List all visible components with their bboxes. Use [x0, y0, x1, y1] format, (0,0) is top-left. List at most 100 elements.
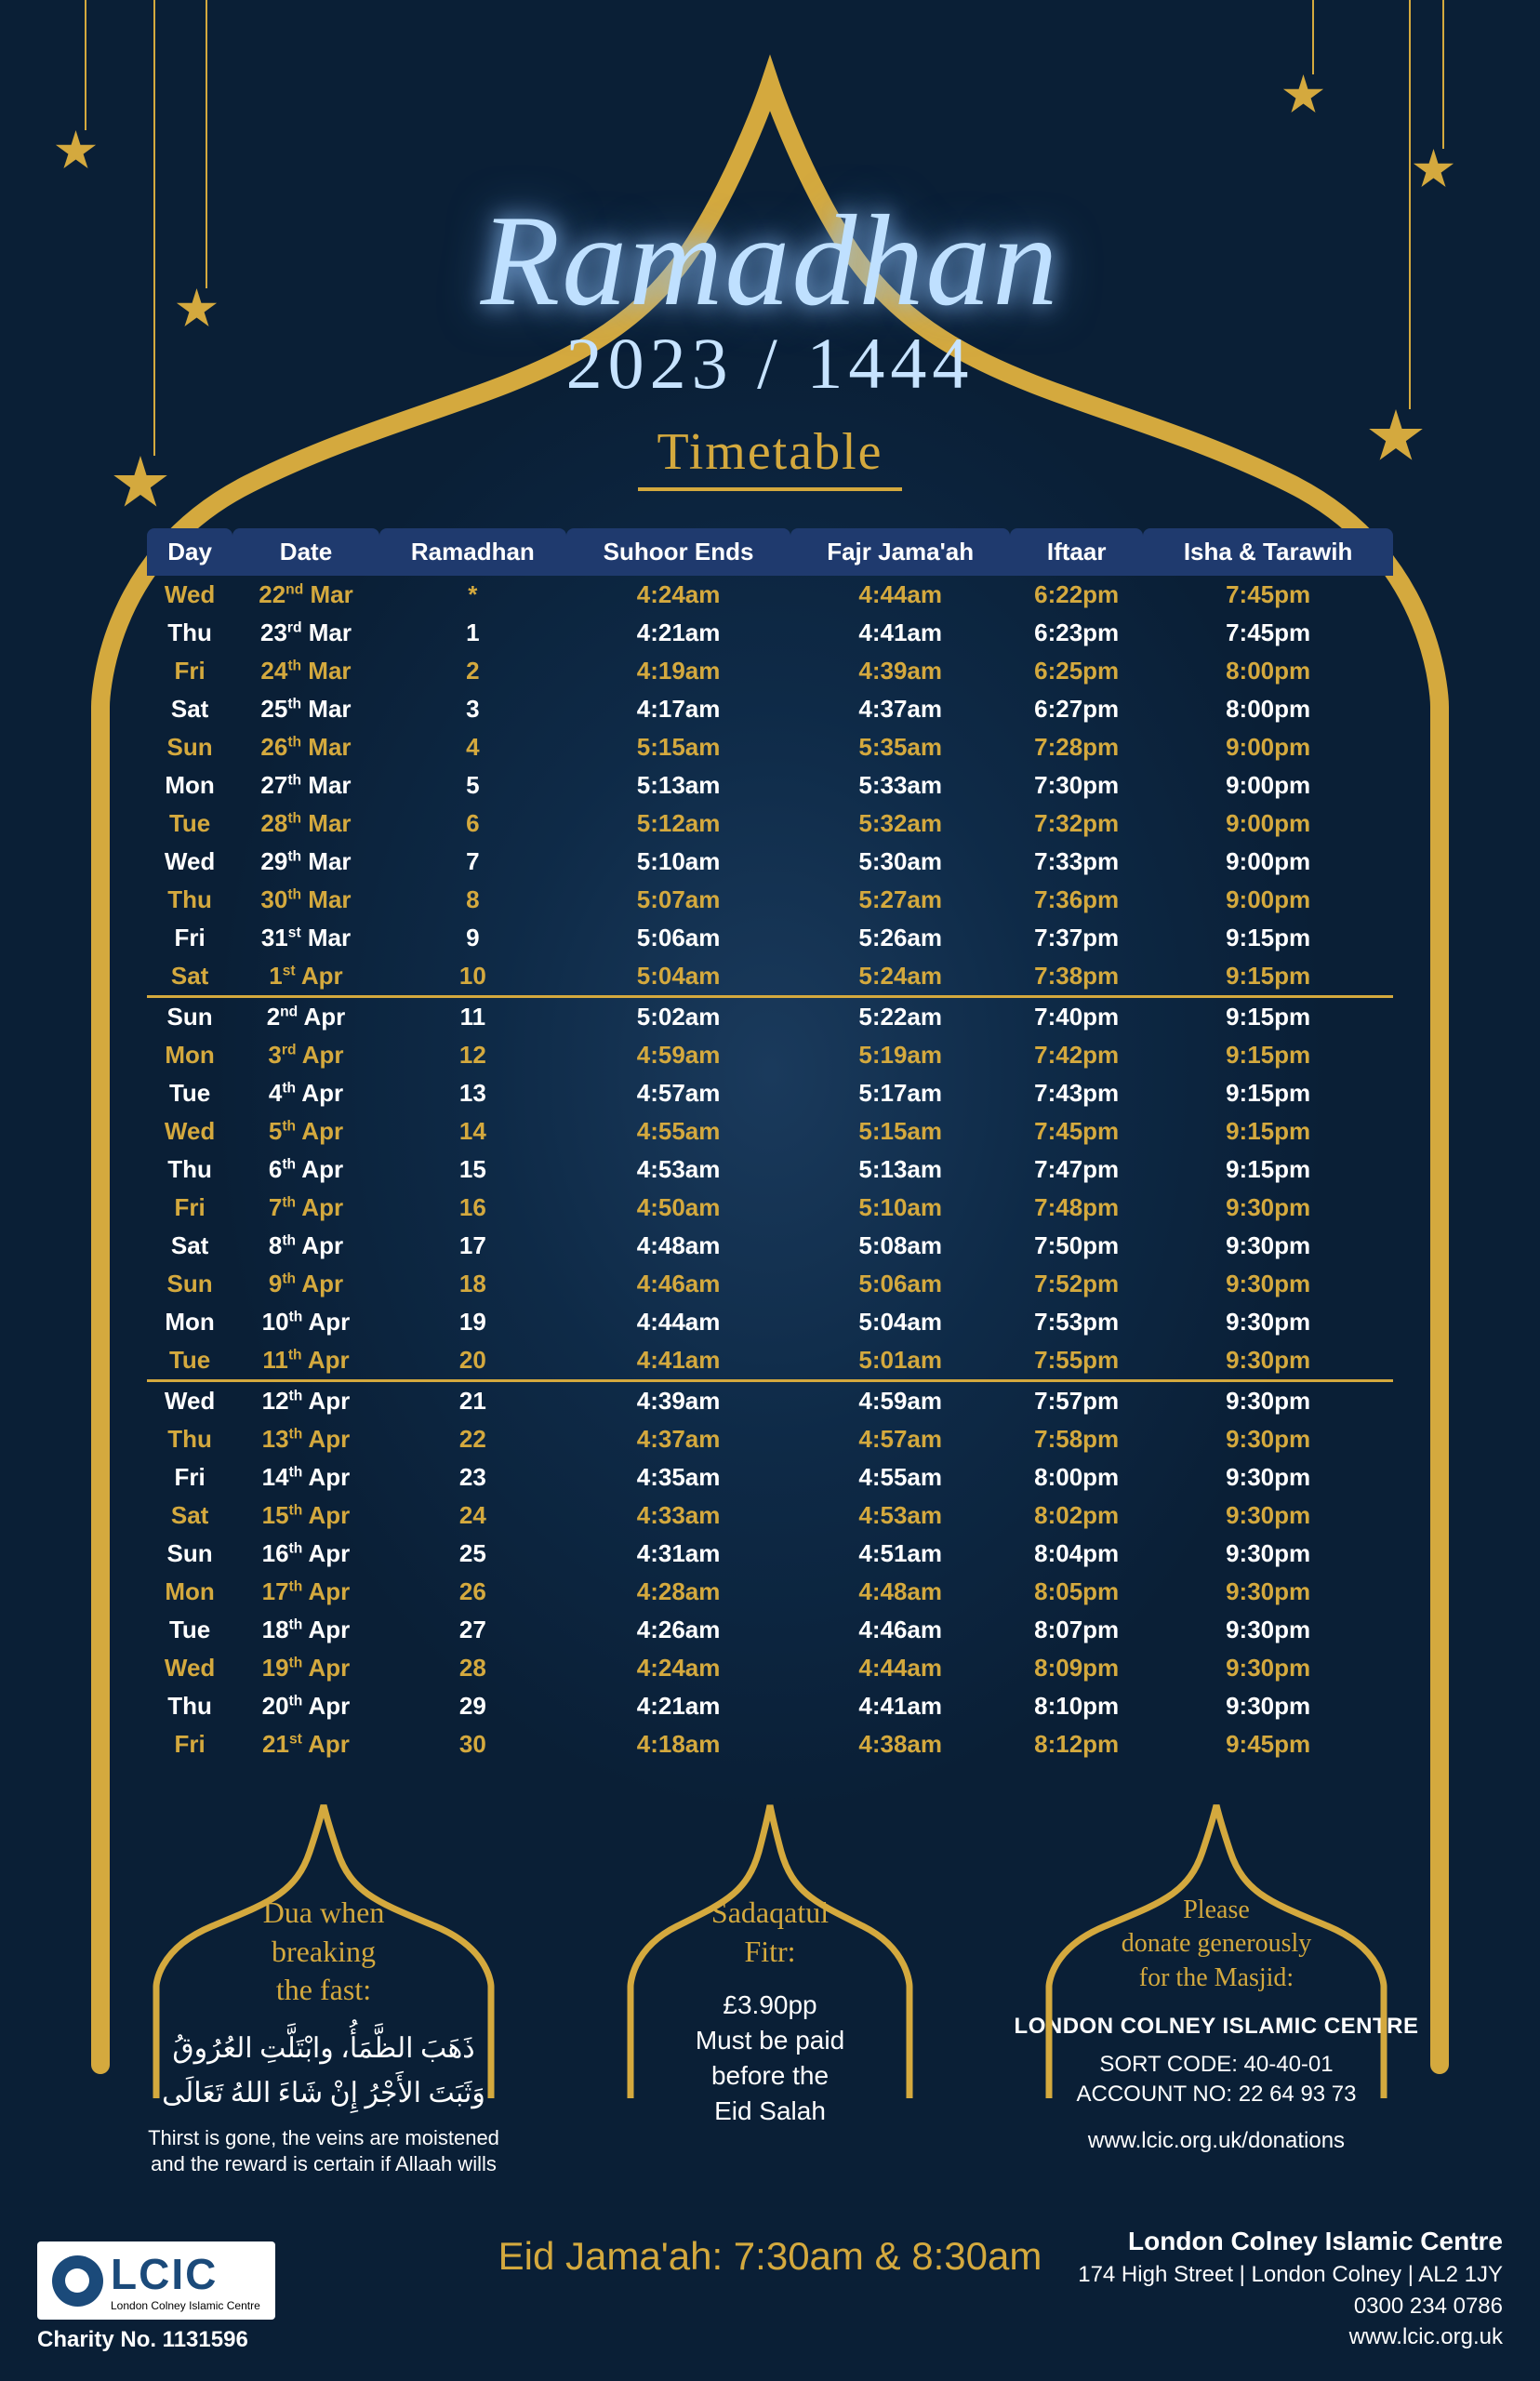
table-cell: 5 [379, 766, 566, 805]
table-cell: 7:52pm [1010, 1265, 1143, 1303]
table-cell: Sat [147, 1496, 232, 1535]
header: Ramadhan 2023 / 1444 Timetable [0, 0, 1540, 491]
table-row: Sat15th Apr244:33am4:53am8:02pm9:30pm [147, 1496, 1393, 1535]
table-cell: 27th Mar [232, 766, 379, 805]
table-cell: 8:10pm [1010, 1687, 1143, 1725]
table-cell: 5:06am [790, 1265, 1010, 1303]
table-cell: Fri [147, 652, 232, 690]
table-cell: 4:44am [566, 1303, 790, 1341]
table-row: Sun16th Apr254:31am4:51am8:04pm9:30pm [147, 1535, 1393, 1573]
table-cell: 6:23pm [1010, 614, 1143, 652]
table-row: Fri31st Mar95:06am5:26am7:37pm9:15pm [147, 919, 1393, 957]
table-cell: 9 [379, 919, 566, 957]
table-cell: 11th Apr [232, 1341, 379, 1381]
table-cell: 4:57am [790, 1420, 1010, 1458]
table-cell: 9th Apr [232, 1265, 379, 1303]
sadaqah-title: Sadaqatul Fitr: [565, 1894, 975, 1971]
table-cell: 5:32am [790, 805, 1010, 843]
dua-translation: Thirst is gone, the veins are moistened … [119, 2125, 528, 2178]
table-cell: 9:15pm [1143, 997, 1393, 1037]
table-cell: Sat [147, 1227, 232, 1265]
table-row: Wed22nd Mar*4:24am4:44am6:22pm7:45pm [147, 576, 1393, 614]
table-row: Sat8th Apr174:48am5:08am7:50pm9:30pm [147, 1227, 1393, 1265]
dua-title: Dua when breaking the fast: [119, 1894, 528, 2010]
title-year: 2023 / 1444 [0, 322, 1540, 406]
table-cell: 4:18am [566, 1725, 790, 1763]
table-row: Sat1st Apr105:04am5:24am7:38pm9:15pm [147, 957, 1393, 997]
table-cell: 7:55pm [1010, 1341, 1143, 1381]
table-cell: * [379, 576, 566, 614]
table-cell: 24 [379, 1496, 566, 1535]
table-cell: 9:00pm [1143, 843, 1393, 881]
table-cell: 7:43pm [1010, 1074, 1143, 1112]
table-cell: 7:33pm [1010, 843, 1143, 881]
donate-box: Please donate generously for the Masjid:… [1012, 1791, 1421, 2178]
logo: LCIC London Colney Islamic Centre [37, 2241, 275, 2320]
table-cell: 9:15pm [1143, 1112, 1393, 1151]
table-cell: 4:31am [566, 1535, 790, 1573]
table-cell: Mon [147, 1573, 232, 1611]
table-cell: 9:30pm [1143, 1573, 1393, 1611]
footer-web: www.lcic.org.uk [1078, 2321, 1503, 2353]
table-cell: 7:32pm [1010, 805, 1143, 843]
table-cell: Wed [147, 1649, 232, 1687]
table-cell: 4:37am [790, 690, 1010, 728]
table-cell: 7:28pm [1010, 728, 1143, 766]
table-cell: 25 [379, 1535, 566, 1573]
table-row: Tue28th Mar65:12am5:32am7:32pm9:00pm [147, 805, 1393, 843]
table-cell: 4:46am [566, 1265, 790, 1303]
table-cell: Mon [147, 1303, 232, 1341]
table-cell: 21 [379, 1381, 566, 1421]
table-cell: 4:46am [790, 1611, 1010, 1649]
table-cell: 9:30pm [1143, 1535, 1393, 1573]
table-header-cell: Day [147, 528, 232, 576]
table-row: Thu23rd Mar14:21am4:41am6:23pm7:45pm [147, 614, 1393, 652]
table-cell: 7:48pm [1010, 1189, 1143, 1227]
table-row: Thu13th Apr224:37am4:57am7:58pm9:30pm [147, 1420, 1393, 1458]
donate-org: LONDON COLNEY ISLAMIC CENTRE [1012, 2012, 1421, 2042]
table-cell: 9:30pm [1143, 1611, 1393, 1649]
table-cell: 4:35am [566, 1458, 790, 1496]
table-cell: 4:37am [566, 1420, 790, 1458]
table-cell: 6:22pm [1010, 576, 1143, 614]
table-cell: 20th Apr [232, 1687, 379, 1725]
table-cell: 7:45pm [1010, 1112, 1143, 1151]
table-cell: 16 [379, 1189, 566, 1227]
table-cell: 5:15am [790, 1112, 1010, 1151]
table-cell: 30th Mar [232, 881, 379, 919]
table-cell: Wed [147, 843, 232, 881]
table-cell: 4:44am [790, 576, 1010, 614]
table-cell: 4:39am [566, 1381, 790, 1421]
table-cell: 12th Apr [232, 1381, 379, 1421]
charity-number: Charity No. 1131596 [37, 2327, 248, 2353]
table-cell: 9:30pm [1143, 1265, 1393, 1303]
sadaqah-box: Sadaqatul Fitr: £3.90pp Must be paid bef… [565, 1791, 975, 2178]
table-cell: 12 [379, 1036, 566, 1074]
table-cell: 10th Apr [232, 1303, 379, 1341]
table-cell: 5:26am [790, 919, 1010, 957]
table-cell: 7:38pm [1010, 957, 1143, 997]
table-row: Sat25th Mar34:17am4:37am6:27pm8:00pm [147, 690, 1393, 728]
logo-text: LCIC [111, 2249, 260, 2299]
table-row: Thu20th Apr294:21am4:41am8:10pm9:30pm [147, 1687, 1393, 1725]
table-cell: 5:35am [790, 728, 1010, 766]
table-cell: 9:30pm [1143, 1227, 1393, 1265]
table-cell: 4:21am [566, 1687, 790, 1725]
table-cell: 15 [379, 1151, 566, 1189]
table-cell: Fri [147, 1725, 232, 1763]
table-header-cell: Ramadhan [379, 528, 566, 576]
table-cell: 5:33am [790, 766, 1010, 805]
table-cell: 5:12am [566, 805, 790, 843]
table-cell: 1 [379, 614, 566, 652]
table-cell: 4:21am [566, 614, 790, 652]
table-cell: 7:36pm [1010, 881, 1143, 919]
table-cell: 5:10am [790, 1189, 1010, 1227]
table-cell: 9:30pm [1143, 1496, 1393, 1535]
table-cell: 5:04am [790, 1303, 1010, 1341]
table-cell: 24th Mar [232, 652, 379, 690]
table-cell: Mon [147, 766, 232, 805]
table-cell: 5:22am [790, 997, 1010, 1037]
table-cell: 5:13am [566, 766, 790, 805]
table-cell: Tue [147, 1341, 232, 1381]
table-cell: Fri [147, 1458, 232, 1496]
